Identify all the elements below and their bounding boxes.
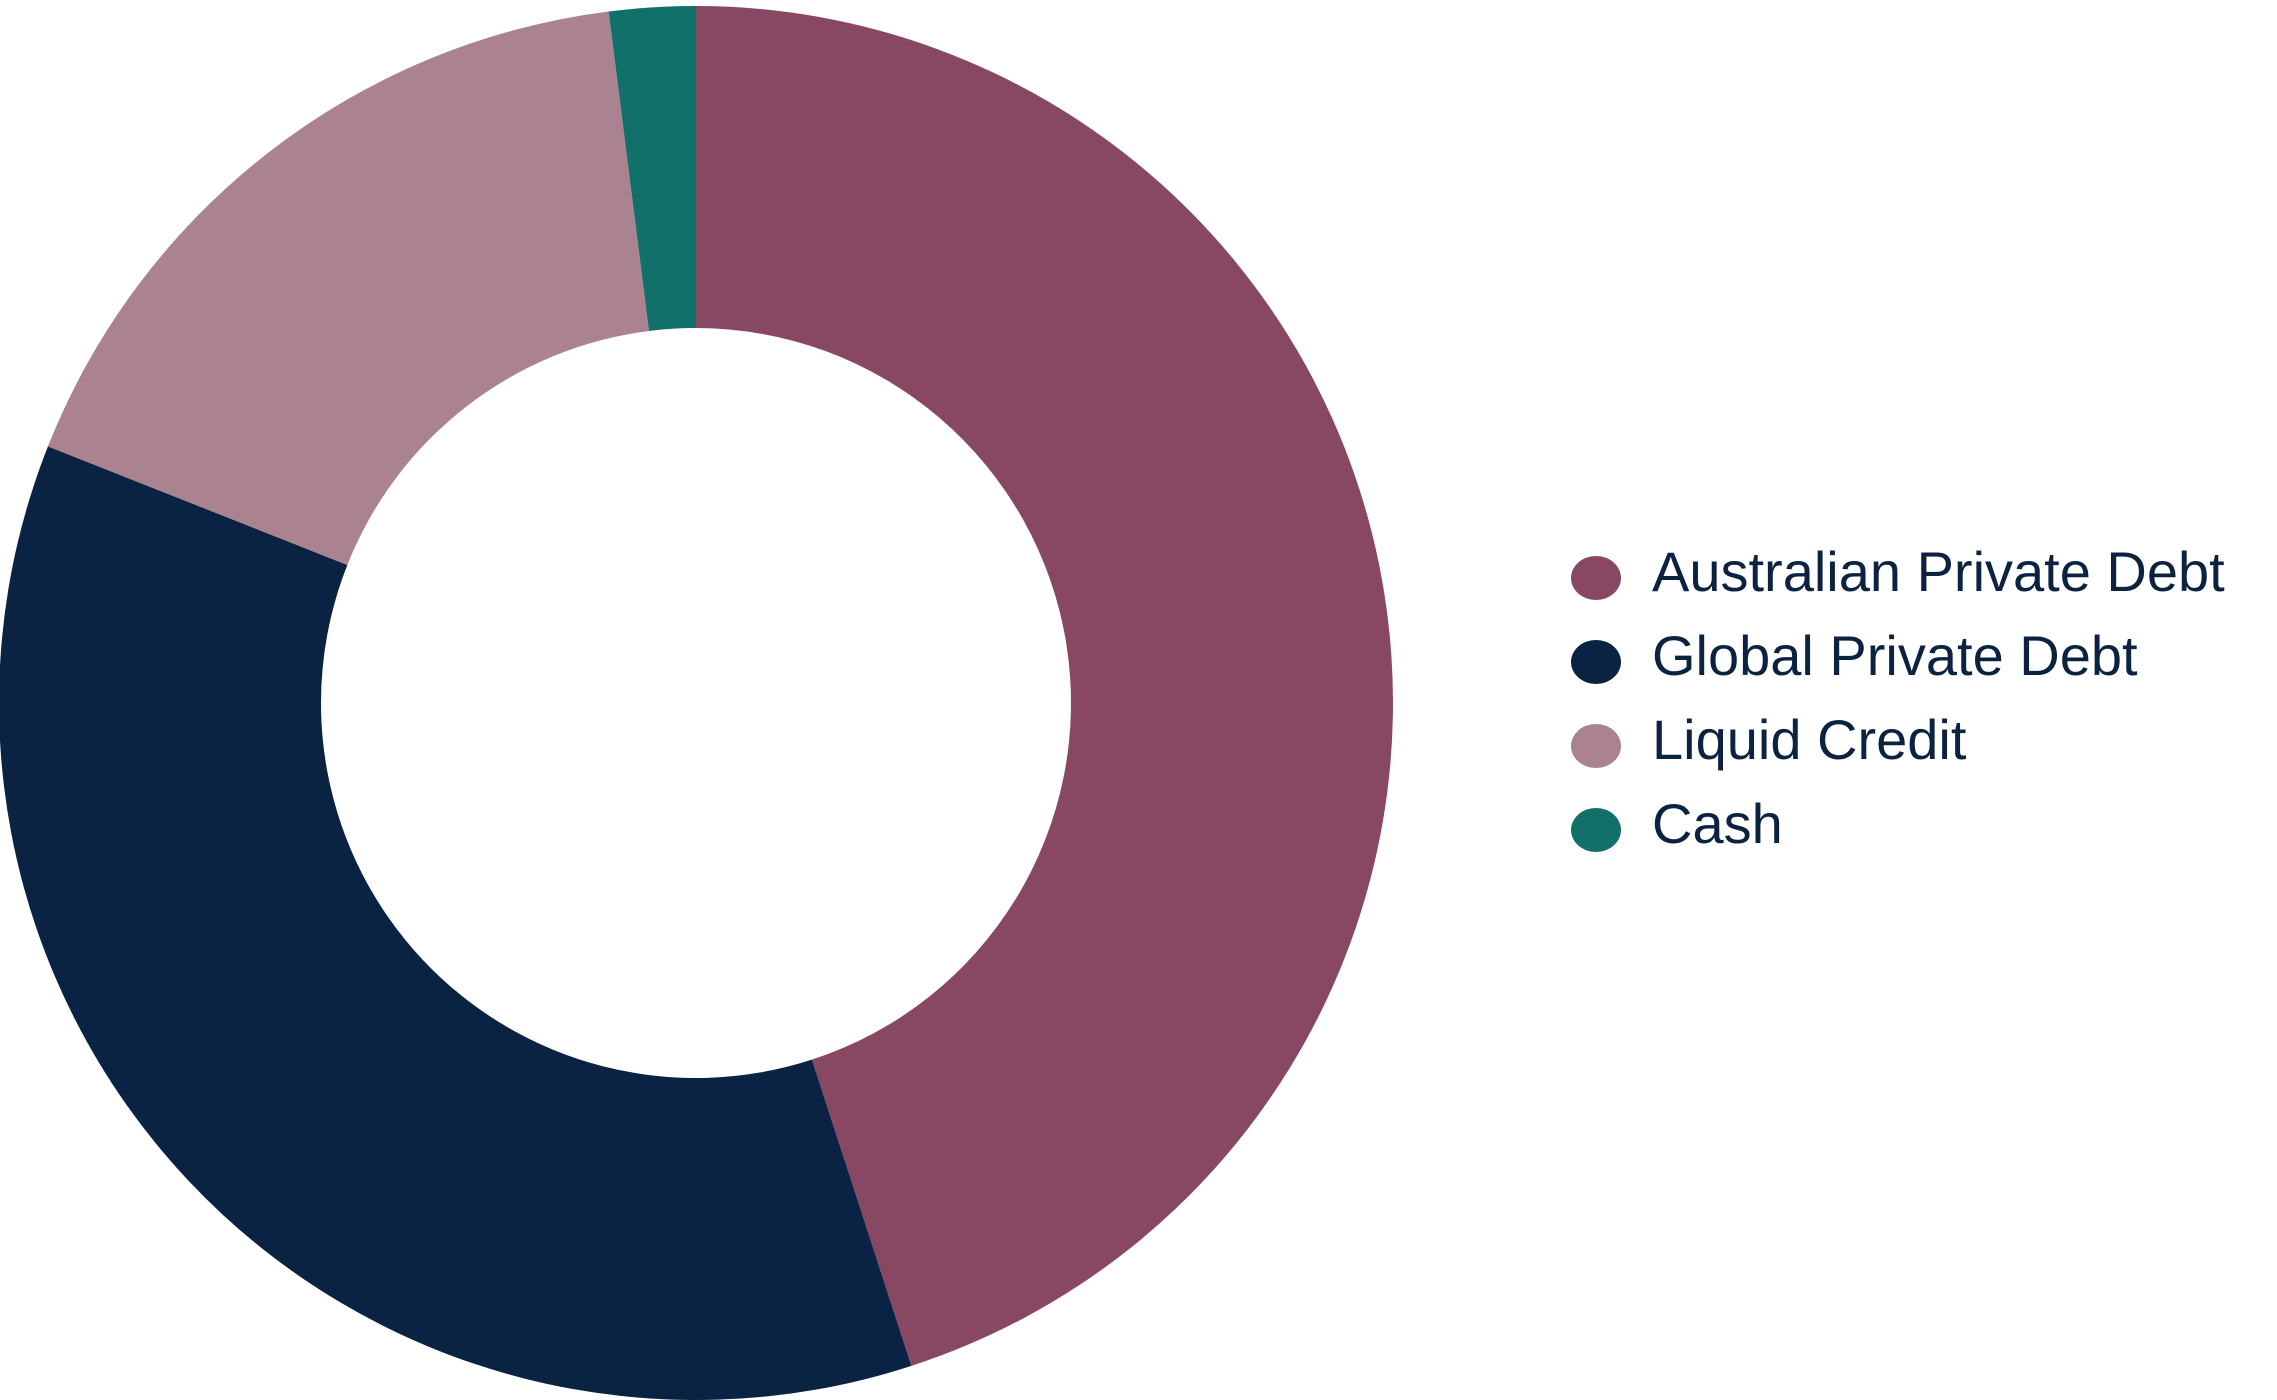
legend-label: Australian Private Debt — [1652, 540, 2225, 603]
legend-swatch — [1571, 556, 1621, 600]
legend-swatch — [1571, 808, 1621, 852]
donut-slice — [0, 446, 912, 1400]
legend-swatch — [1571, 640, 1621, 684]
legend-label: Liquid Credit — [1652, 708, 1967, 771]
legend-swatch — [1571, 724, 1621, 768]
donut-slice — [696, 6, 1393, 1366]
donut-slice — [608, 6, 696, 331]
legend-label: Global Private Debt — [1652, 624, 2138, 687]
legend-label: Cash — [1652, 792, 1783, 855]
donut-slice — [47, 11, 650, 565]
